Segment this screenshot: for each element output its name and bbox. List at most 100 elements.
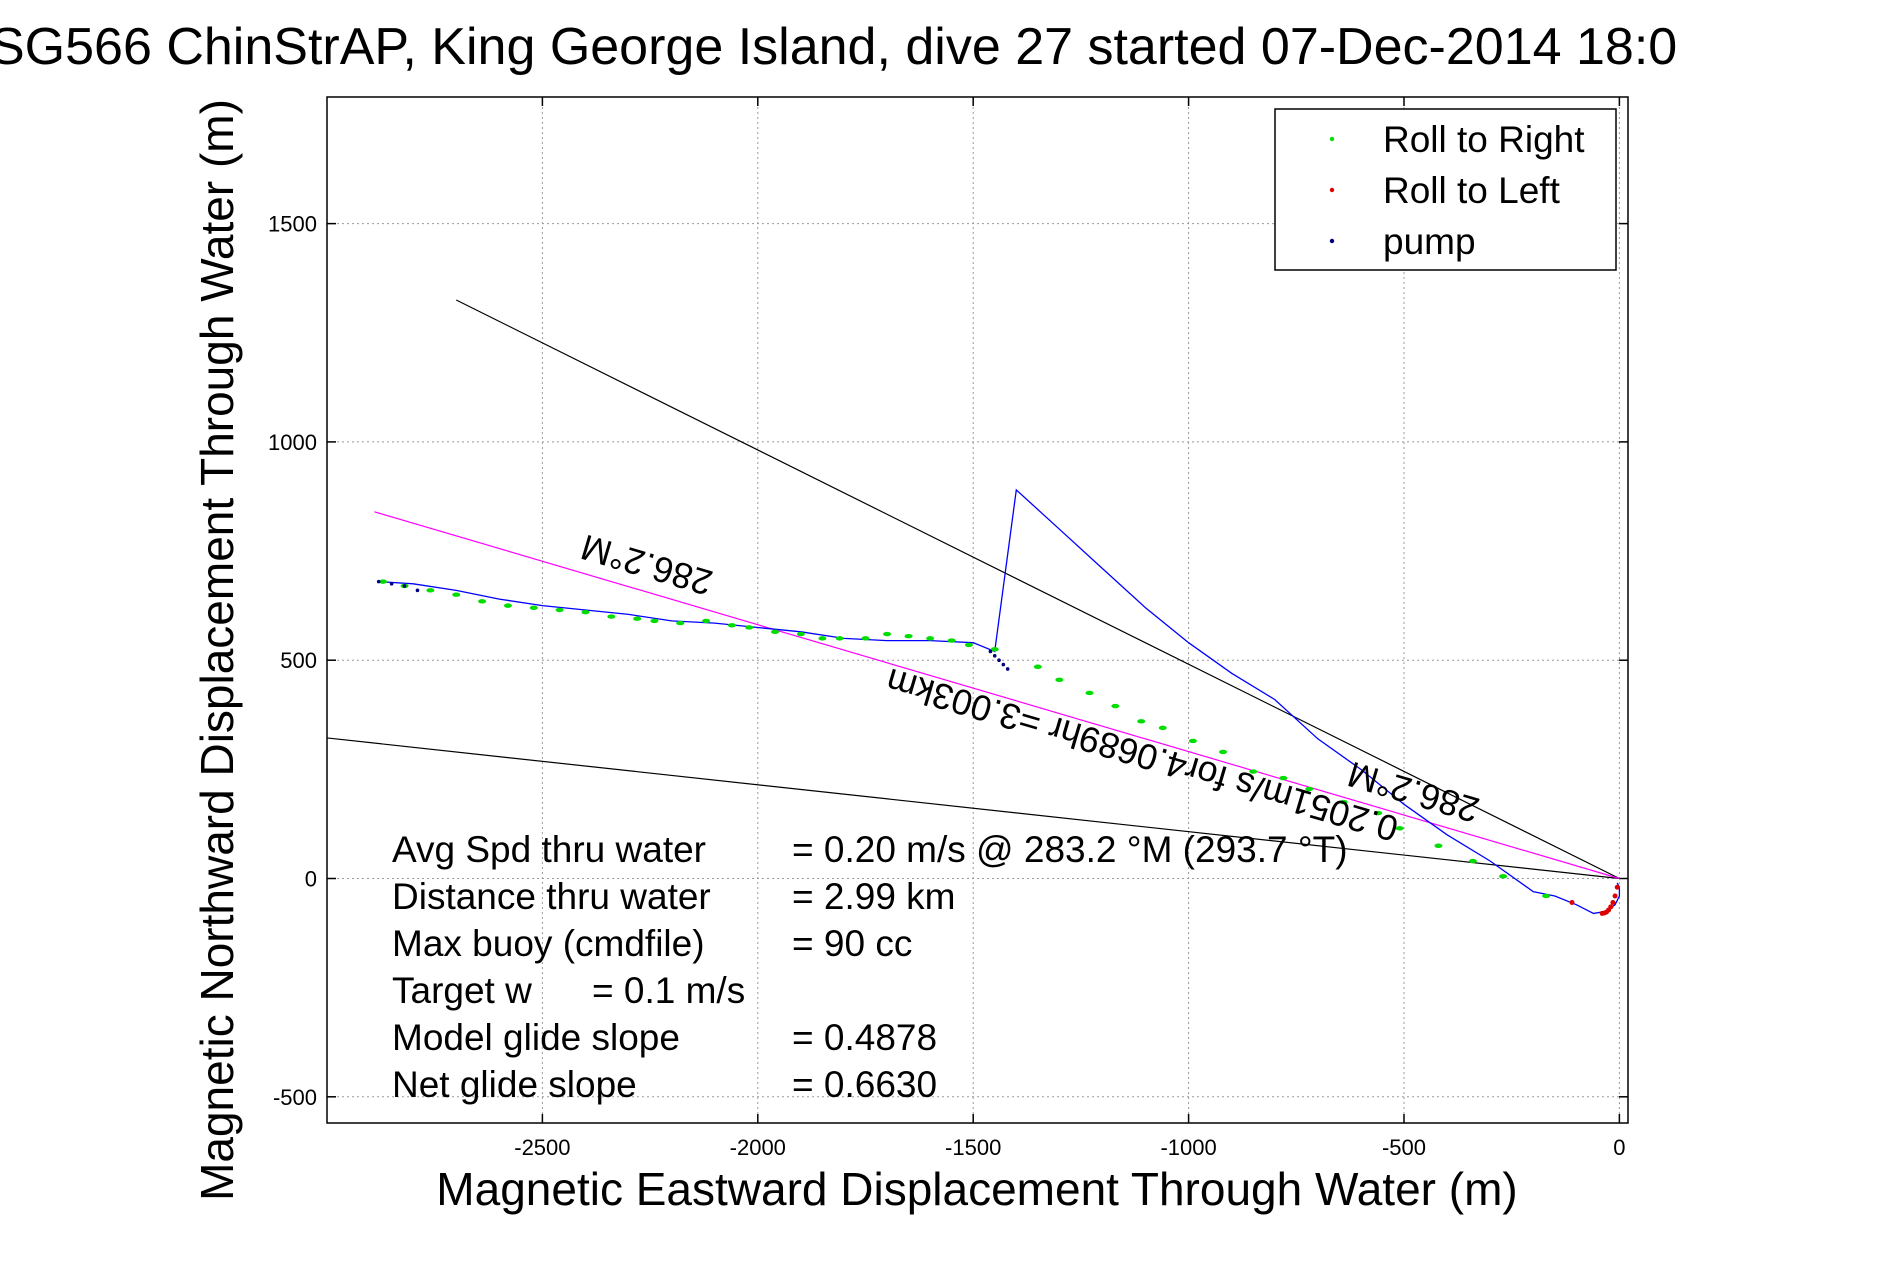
y-tick-label: 0 bbox=[305, 867, 317, 892]
roll-left-point bbox=[1569, 900, 1575, 906]
x-tick-label: -500 bbox=[1382, 1135, 1426, 1160]
y-tick-label: -500 bbox=[273, 1085, 317, 1110]
x-axis-title: Magnetic Eastward Displacement Through W… bbox=[436, 1163, 1517, 1215]
roll-right-point bbox=[861, 636, 870, 641]
roll-right-point bbox=[1305, 786, 1314, 792]
roll-right-point bbox=[947, 638, 956, 643]
roll-right-point bbox=[1542, 893, 1551, 899]
roll-right-point bbox=[676, 620, 685, 626]
net-heading-line bbox=[374, 511, 1620, 880]
roll-right-point bbox=[650, 618, 659, 624]
stat-label: Target w bbox=[392, 970, 532, 1011]
roll-right-point bbox=[1395, 826, 1404, 831]
roll-right-point bbox=[1279, 775, 1288, 781]
stat-value: = 0.6630 bbox=[792, 1064, 937, 1105]
x-tick-label: -2500 bbox=[514, 1135, 570, 1160]
roll-right-point bbox=[1339, 799, 1348, 805]
stat-label: Avg Spd thru water bbox=[392, 829, 706, 870]
roll-right-point bbox=[1137, 719, 1146, 724]
stat-label: Distance thru water bbox=[392, 876, 711, 917]
stats-block: Avg Spd thru water = 0.20 m/s @ 283.2 °M… bbox=[392, 829, 1348, 1105]
roll-right-point bbox=[555, 607, 564, 613]
legend-marker-roll-right bbox=[1329, 136, 1335, 142]
roll-right-point bbox=[1374, 810, 1383, 816]
roll-right-point bbox=[1499, 874, 1508, 879]
y-tick-label: 1000 bbox=[268, 430, 317, 455]
roll-right-point bbox=[452, 592, 461, 597]
y-tick-label: 1500 bbox=[268, 212, 317, 237]
heading-line bbox=[327, 737, 1620, 880]
roll-right-point bbox=[1468, 858, 1477, 864]
pump-point bbox=[376, 579, 381, 584]
roll-right-point bbox=[1158, 725, 1167, 731]
pump-point bbox=[402, 584, 407, 588]
roll-right-point bbox=[607, 614, 616, 619]
stat-value: = 90 cc bbox=[792, 923, 912, 964]
legend-label: Roll to Left bbox=[1383, 170, 1561, 211]
stat-label: Net glide slope bbox=[392, 1064, 637, 1105]
roll-right-point bbox=[745, 625, 754, 630]
roll-right-point bbox=[1434, 843, 1443, 848]
heading-line bbox=[455, 299, 1620, 880]
pump-point bbox=[1005, 667, 1010, 671]
roll-right-point bbox=[529, 605, 538, 611]
pump-point bbox=[997, 658, 1001, 663]
x-tick-label: -1500 bbox=[945, 1135, 1001, 1160]
roll-right-point bbox=[835, 636, 844, 641]
legend-label: Roll to Right bbox=[1383, 119, 1585, 160]
roll-right-point bbox=[727, 623, 736, 628]
legend: Roll to Right Roll to Left pump bbox=[1274, 108, 1617, 271]
roll-right-point bbox=[818, 636, 827, 641]
data-layer bbox=[327, 299, 1621, 916]
pump-point bbox=[415, 588, 420, 593]
track-line bbox=[378, 488, 1621, 915]
roll-right-point bbox=[633, 616, 642, 621]
legend-label: pump bbox=[1383, 221, 1476, 262]
pump-point bbox=[988, 649, 993, 654]
roll-right-point bbox=[702, 618, 711, 624]
roll-right-point bbox=[990, 647, 999, 652]
stat-value: = 0.20 m/s @ 283.2 °M (293.7 °T) bbox=[792, 829, 1348, 870]
y-tick-label: 500 bbox=[280, 648, 317, 673]
chart-title: SG566 ChinStrAP, King George Island, div… bbox=[0, 18, 1677, 76]
stat-label: Max buoy (cmdfile) bbox=[392, 923, 705, 964]
x-tick-label: 0 bbox=[1613, 1135, 1625, 1160]
stat-label: Model glide slope bbox=[392, 1017, 680, 1058]
roll-right-point bbox=[379, 579, 388, 584]
stat-value: = 0.1 m/s bbox=[592, 970, 745, 1011]
roll-right-point bbox=[1055, 677, 1064, 683]
roll-right-point bbox=[1111, 703, 1120, 709]
stat-value: = 2.99 km bbox=[792, 876, 956, 917]
x-tick-label: -1000 bbox=[1160, 1135, 1216, 1160]
legend-marker-roll-left bbox=[1329, 187, 1335, 193]
x-tick-label: -2000 bbox=[730, 1135, 786, 1160]
roll-left-point bbox=[1599, 910, 1605, 916]
roll-right-point bbox=[926, 636, 935, 641]
grid bbox=[327, 97, 1628, 1123]
roll-right-point bbox=[964, 642, 973, 648]
roll-right-point bbox=[581, 609, 590, 615]
roll-right-point bbox=[883, 631, 892, 637]
roll-right-point bbox=[426, 588, 435, 593]
roll-right-point bbox=[478, 599, 487, 604]
roll-right-point bbox=[1188, 738, 1197, 744]
roll-right-point bbox=[796, 631, 805, 637]
pump-point bbox=[1001, 662, 1006, 667]
roll-left-point bbox=[1610, 900, 1616, 906]
roll-right-point bbox=[904, 633, 913, 639]
roll-left-point bbox=[1614, 884, 1620, 890]
legend-marker-pump bbox=[1329, 238, 1335, 244]
roll-right-point bbox=[503, 603, 512, 608]
roll-right-point bbox=[1219, 749, 1228, 755]
y-axis-title: Magnetic Northward Displacement Through … bbox=[191, 99, 243, 1201]
stat-value: = 0.4878 bbox=[792, 1017, 937, 1058]
roll-right-point bbox=[771, 629, 780, 635]
roll-right-point bbox=[1033, 664, 1042, 669]
pump-point bbox=[389, 582, 394, 586]
roll-right-point bbox=[1085, 690, 1094, 696]
roll-left-point bbox=[1612, 893, 1618, 899]
roll-right-point bbox=[1249, 769, 1258, 774]
pump-point bbox=[992, 654, 997, 658]
axis-ticks: -2500 -2000 -1500 -1000 -500 0 -500 0 500 1000 150… bbox=[268, 97, 1628, 1160]
